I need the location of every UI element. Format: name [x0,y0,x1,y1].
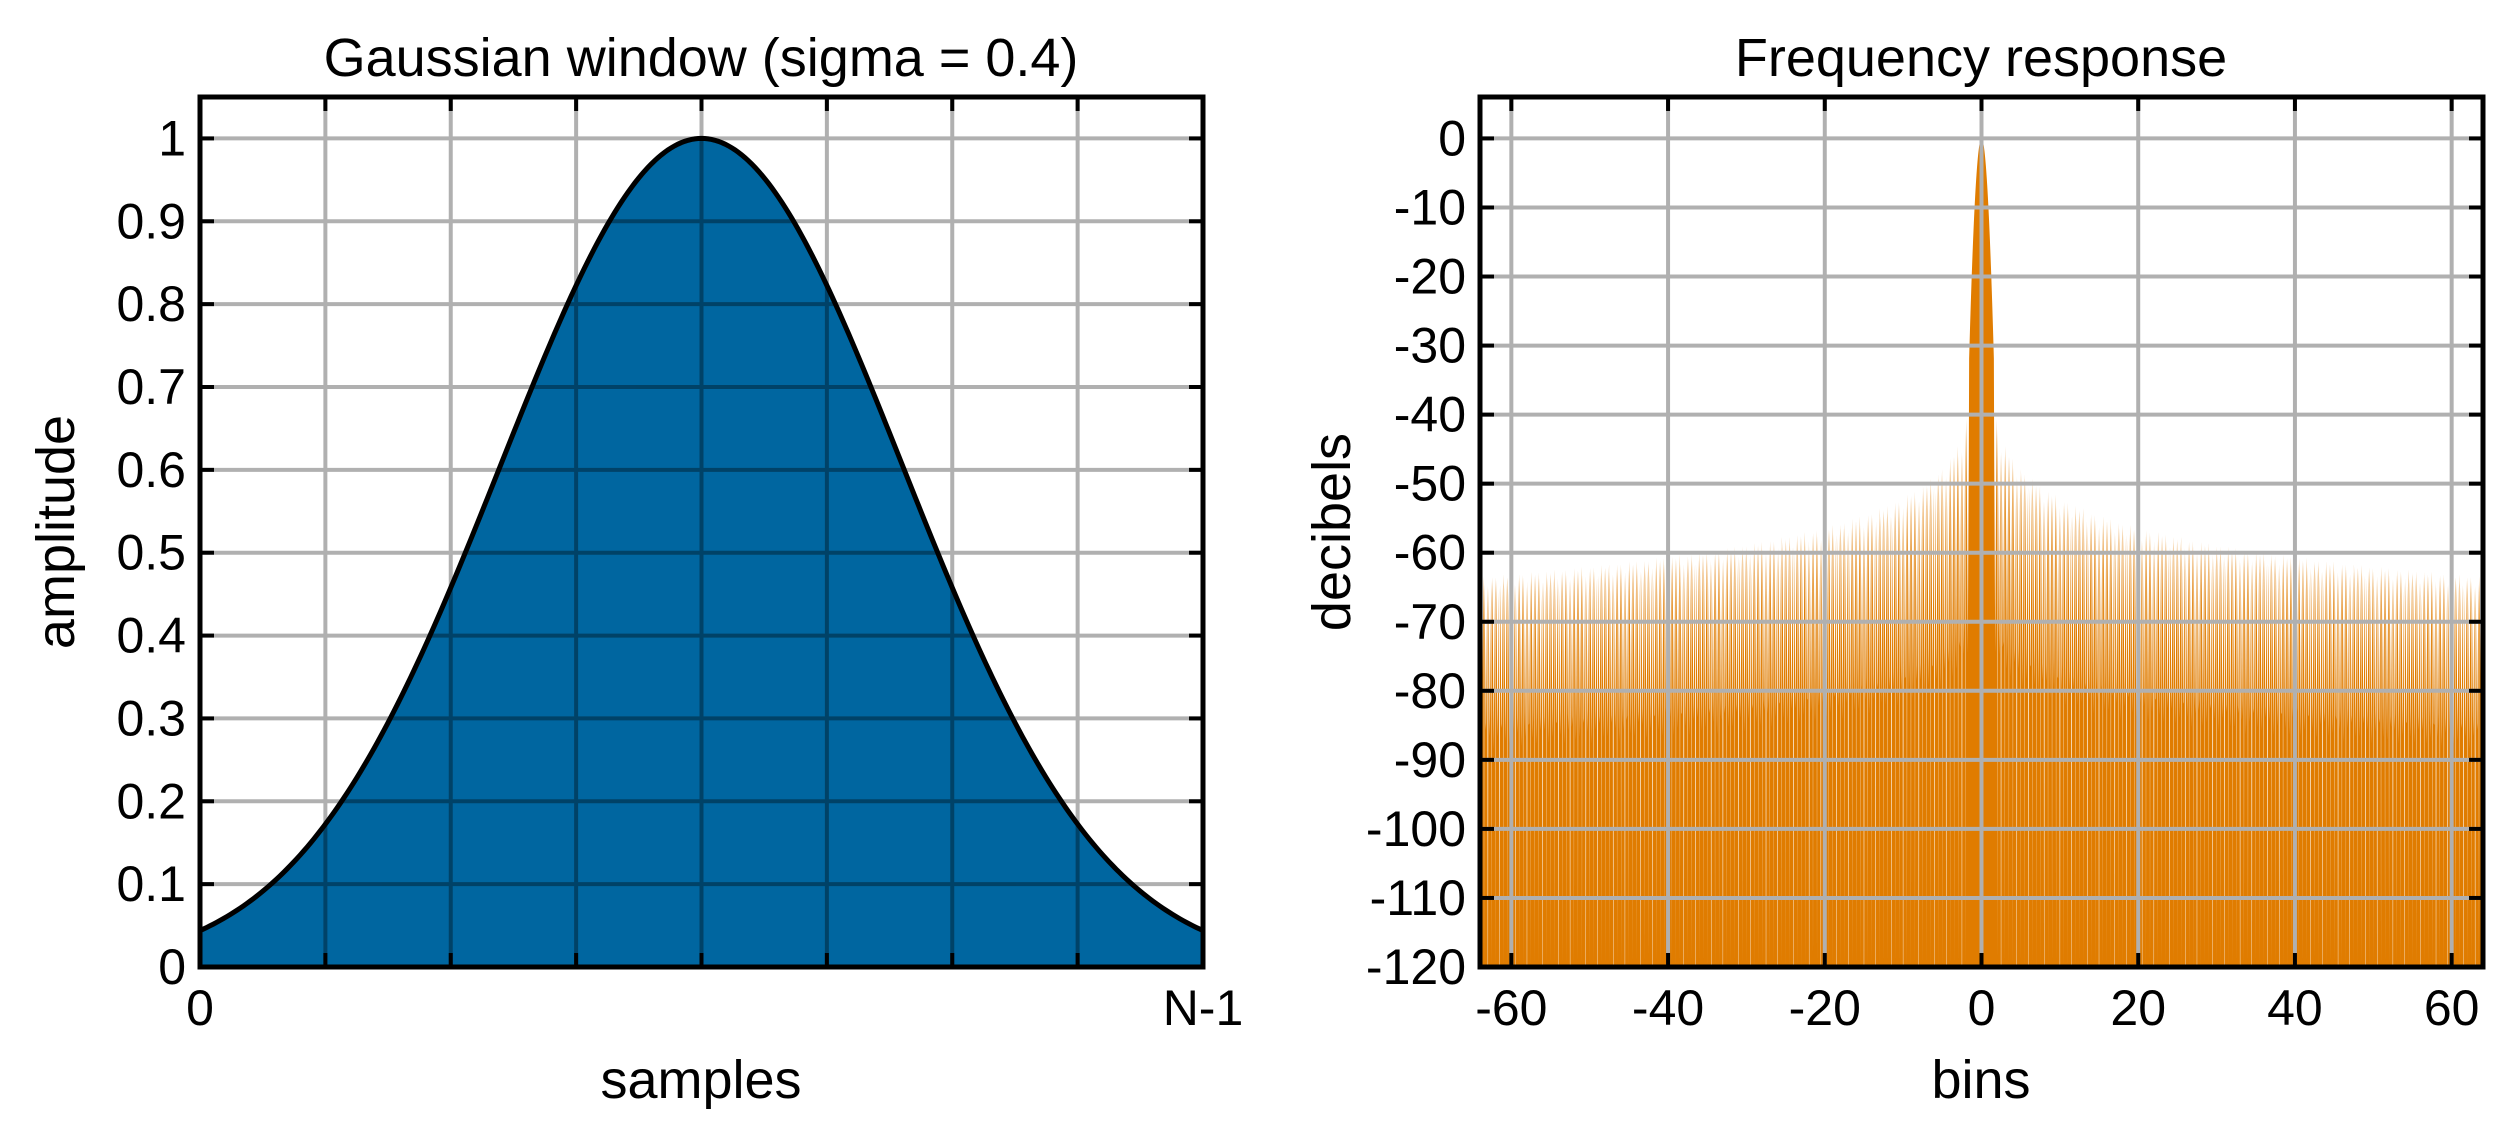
right-y-tick-label: -30 [1394,318,1466,374]
left-ticks: 0 0.1 0.2 0.3 0.4 0.5 0.6 0.7 0.8 0.9 1 0 N-1 [116,97,1243,1036]
right-x-tick-label: 60 [2424,980,2480,1036]
left-plot-frame [197,94,1206,970]
left-x-tick-label: 0 [186,980,214,1036]
right-x-tick-label: 0 [1968,980,1996,1036]
right-plot-frame [1477,94,2486,970]
right-x-tick-label: -20 [1789,980,1861,1036]
right-y-tick-label: -70 [1394,594,1466,650]
right-y-tick-label: -10 [1394,179,1466,235]
right-grid [1480,97,2483,967]
right-y-tick-label: -80 [1394,663,1466,719]
left-y-tick-label: 0.8 [116,276,186,332]
right-y-tick-label: -120 [1366,939,1466,995]
left-y-tick-label: 0.4 [116,608,186,664]
left-y-tick-label: 0.7 [116,359,186,415]
left-y-tick-label: 0.6 [116,442,186,498]
left-y-tick-label: 0.3 [116,690,186,746]
left-area-fill [198,135,1205,967]
right-x-tick-label: 20 [2110,980,2166,1036]
right-y-tick-label: -110 [1370,870,1466,926]
left-y-tick-label: 0.9 [116,193,186,249]
left-y-tick-label: 0.5 [116,525,186,581]
right-y-tick-label: -60 [1394,525,1466,581]
right-chart-title: Frequency response [1735,28,2227,88]
right-x-tick-label: 40 [2267,980,2323,1036]
right-y-tick-label: -40 [1394,387,1466,443]
left-y-axis-label: amplitude [26,415,86,649]
right-y-tick-label: 0 [1438,110,1466,166]
right-ticks: -60 -40 -20 0 20 40 60 0 -10 -20 -30 -40 -50 -60 -70 -8… [1366,97,2483,1036]
left-x-tick-label: N-1 [1163,980,1244,1036]
right-y-axis-label: decibels [1302,433,1362,631]
frequency-response-chart: -60 -40 -20 0 20 40 60 0 -10 -20 -30 -40 -50 -60 -70 -8… [1302,28,2486,1110]
gaussian-curve [198,135,1205,933]
left-y-tick-label: 0 [158,939,186,995]
right-x-axis-label: bins [1931,1050,2030,1110]
right-x-tick-label: -60 [1475,980,1547,1036]
left-y-tick-label: 0.1 [116,856,186,912]
gaussian-window-chart: 0 0.1 0.2 0.3 0.4 0.5 0.6 0.7 0.8 0.9 1 0 N-1 Gaussi… [26,28,1243,1110]
right-y-tick-label: -50 [1394,456,1466,512]
left-y-tick-label: 0.2 [116,773,186,829]
right-y-tick-label: -90 [1394,732,1466,788]
left-y-tick-label: 1 [158,110,186,166]
right-y-tick-label: -20 [1394,249,1466,305]
right-y-tick-label: -100 [1366,801,1466,857]
right-x-tick-label: -40 [1632,980,1704,1036]
gaussian-area [200,138,1203,967]
left-chart-title: Gaussian window (sigma = 0.4) [324,28,1079,88]
left-x-axis-label: samples [600,1050,801,1110]
